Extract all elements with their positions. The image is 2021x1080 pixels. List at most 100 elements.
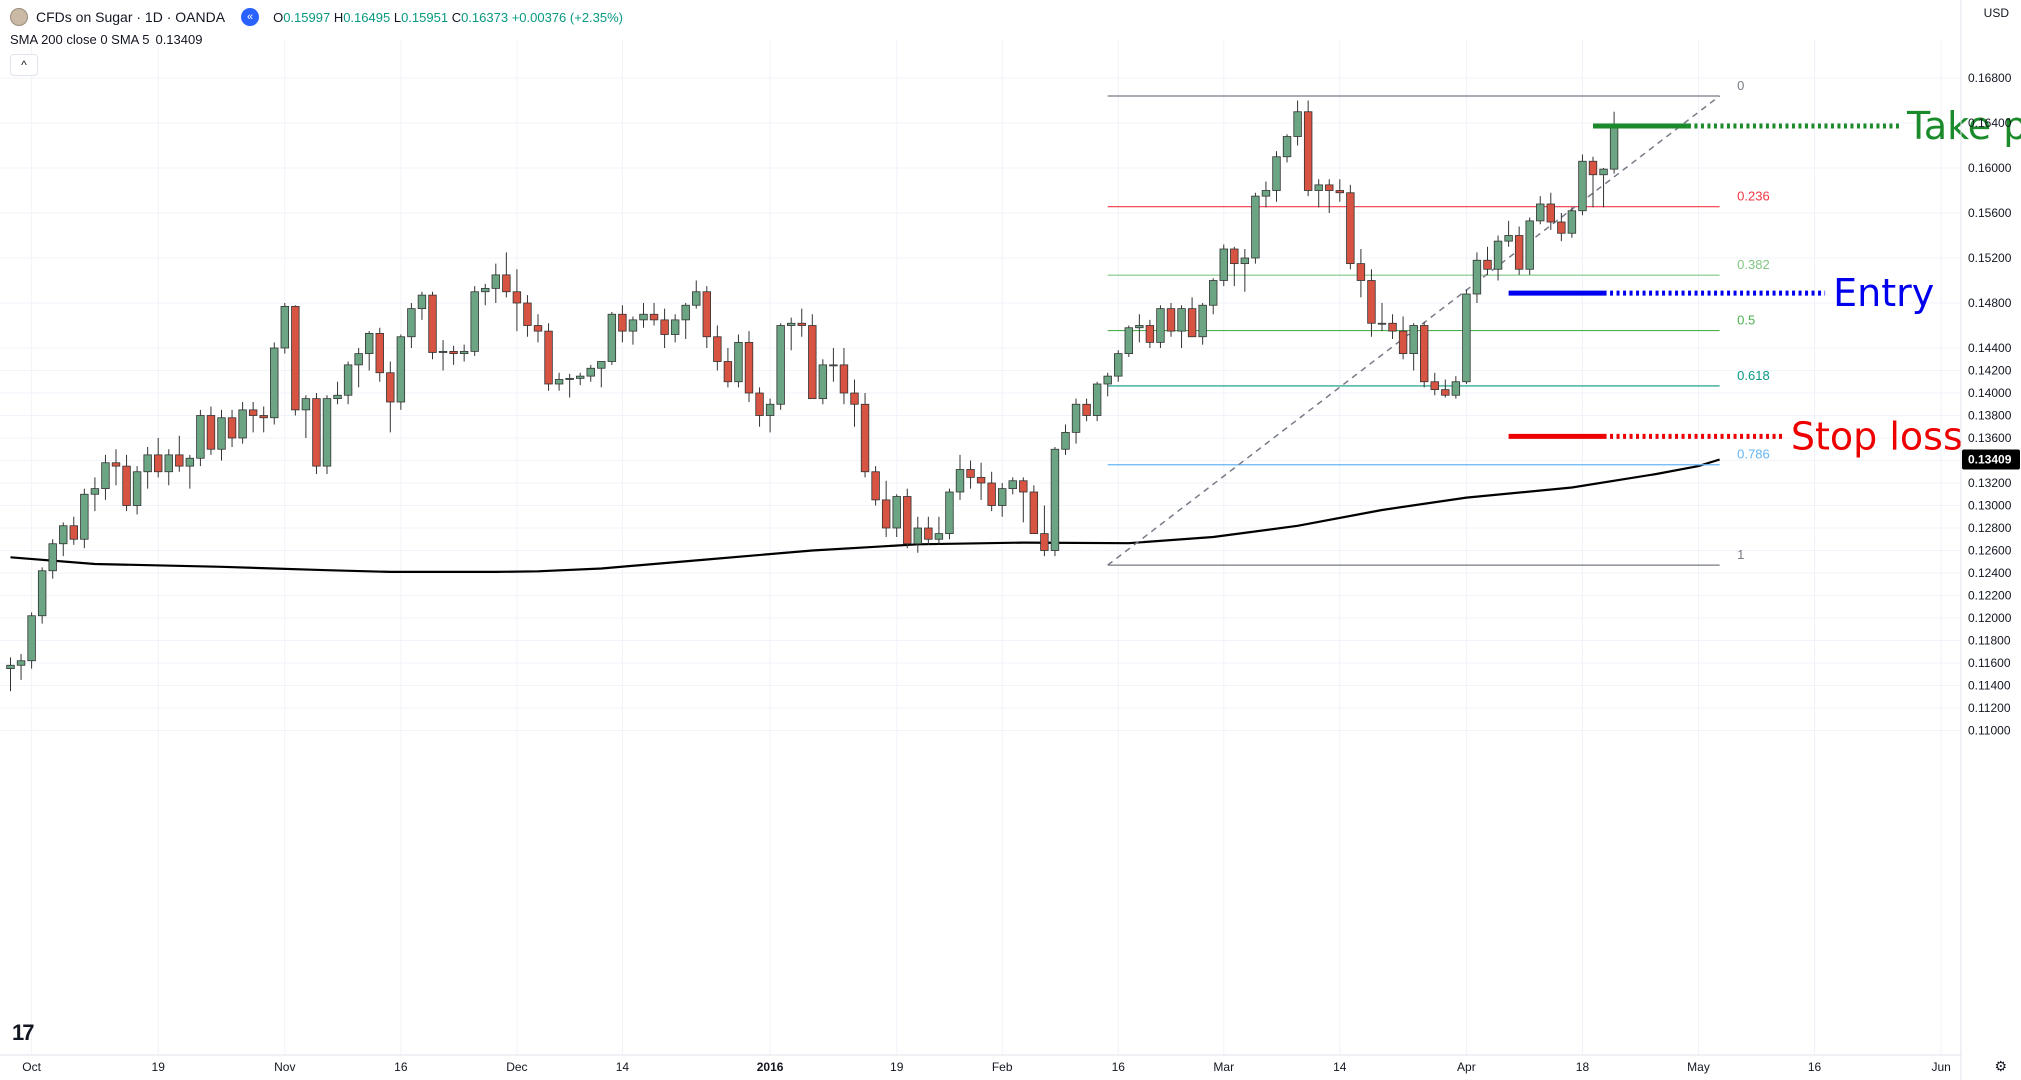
candle (903, 488, 912, 549)
collapse-legend-button[interactable]: ^ (10, 54, 38, 76)
candle (829, 348, 838, 382)
candle-body (1230, 248, 1239, 265)
candle (502, 252, 511, 298)
candle-body (27, 615, 36, 662)
fib-level-label: 0.786 (1737, 447, 1770, 462)
candle (808, 314, 817, 400)
candle (1462, 289, 1471, 384)
candle (1293, 100, 1302, 146)
candle-body (1567, 210, 1577, 234)
candle (998, 483, 1007, 517)
y-tick-label: 0.15600 (1968, 206, 2012, 220)
candle (597, 361, 606, 388)
x-tick-label: Mar (1213, 1060, 1234, 1074)
candle (512, 269, 522, 332)
time-axis[interactable]: Oct 19 Nov 16 Dec 14 2016 19 Feb 16 Mar 14 Apr 18 May 1… (0, 1054, 2021, 1074)
candle-body (1198, 304, 1207, 338)
candle (850, 379, 859, 427)
candle (586, 364, 595, 382)
candle (1019, 477, 1028, 523)
y-tick-label: 0.12400 (1968, 566, 2012, 580)
candle-body (1293, 111, 1302, 137)
candle-body (459, 350, 469, 355)
y-tick-label: 0.11600 (1968, 656, 2011, 670)
candle-body (1335, 190, 1344, 194)
candle (565, 373, 574, 398)
x-tick-label: 19 (890, 1060, 904, 1074)
fib-level-label: 0.382 (1737, 257, 1770, 272)
candle (1272, 151, 1281, 202)
y-tick-label: 0.16400 (1968, 116, 2012, 130)
candle-body (1135, 325, 1144, 329)
candle (481, 283, 490, 306)
candle-body (333, 394, 342, 400)
fib-level-label: 0.618 (1737, 368, 1770, 383)
candle-body (1251, 195, 1260, 259)
candle-body (396, 336, 406, 403)
candle (206, 406, 216, 455)
compare-arrows-icon[interactable]: « (241, 8, 260, 26)
candle (1420, 322, 1429, 388)
candle-body (871, 471, 880, 501)
y-tick-label: 0.15200 (1968, 251, 2012, 265)
price-axis[interactable]: 0.16800 0.16400 0.16000 0.15600 0.15200 0.148… (1960, 0, 2020, 1080)
candle-body (987, 482, 996, 506)
y-tick-label: 0.16000 (1968, 161, 2012, 175)
candle-body (291, 305, 300, 411)
ohlc-values: O0.15997 H0.16495 L0.15951 C0.16373 +0.0… (273, 10, 623, 25)
candle (1483, 246, 1492, 275)
candle (1219, 244, 1228, 287)
candle (554, 372, 564, 391)
currency-selector[interactable]: USD (1983, 6, 2009, 20)
x-tick-label: 16 (1808, 1060, 1822, 1074)
tradingview-logo[interactable]: 17 (12, 1020, 35, 1045)
fibonacci-retracement[interactable]: 0 0.236 0.382 0.5 0.618 0.786 1 (1107, 78, 1770, 566)
candle-body (259, 415, 268, 419)
close-label: C (451, 9, 462, 25)
candle-body (576, 375, 585, 379)
candle-body (1588, 160, 1598, 176)
candle-body (90, 488, 100, 495)
candle (1325, 179, 1334, 213)
candle (375, 327, 384, 382)
candle-body (955, 469, 965, 493)
high-label: H (333, 9, 344, 25)
candle (1230, 246, 1239, 287)
candle-body (1029, 491, 1039, 535)
candle (1356, 249, 1366, 298)
candle (185, 454, 195, 489)
candle-body (818, 364, 828, 400)
candle-body (934, 533, 944, 540)
settings-icon[interactable]: ⚙ (1994, 1058, 2007, 1074)
candle (196, 409, 205, 467)
symbol-title[interactable]: CFDs on Sugar · 1D · OANDA (36, 9, 226, 25)
y-tick-label: 0.14200 (1968, 364, 2012, 378)
candle (1451, 376, 1461, 399)
candle-body (839, 364, 849, 394)
candle (881, 480, 891, 537)
candle (702, 286, 711, 348)
candle-body (59, 525, 68, 545)
candle (966, 460, 975, 489)
fib-level-label: 0 (1737, 78, 1744, 93)
candle (1567, 207, 1577, 238)
candle (1398, 316, 1408, 360)
candle-body (1441, 389, 1450, 396)
candle-body (1314, 184, 1323, 191)
candle-body (1061, 431, 1070, 450)
y-tick-label: 0.12000 (1968, 611, 2012, 625)
x-tick-label: 18 (1576, 1060, 1590, 1074)
fib-level-label: 0.236 (1737, 189, 1770, 204)
candle (175, 435, 184, 472)
candle (860, 393, 870, 478)
indicator-legend-row[interactable]: SMA 200 close 0 SMA 5 0.13409 (10, 32, 202, 47)
trade-annotations[interactable]: Take profit Entry Stop loss (1508, 104, 2021, 458)
candle-body (860, 403, 870, 473)
x-tick-label: 14 (1333, 1060, 1347, 1074)
candle (333, 381, 342, 405)
candle-body (533, 325, 543, 332)
annotation-label: Stop loss (1791, 414, 1963, 458)
candle-body (1599, 168, 1608, 176)
candle (270, 342, 279, 425)
